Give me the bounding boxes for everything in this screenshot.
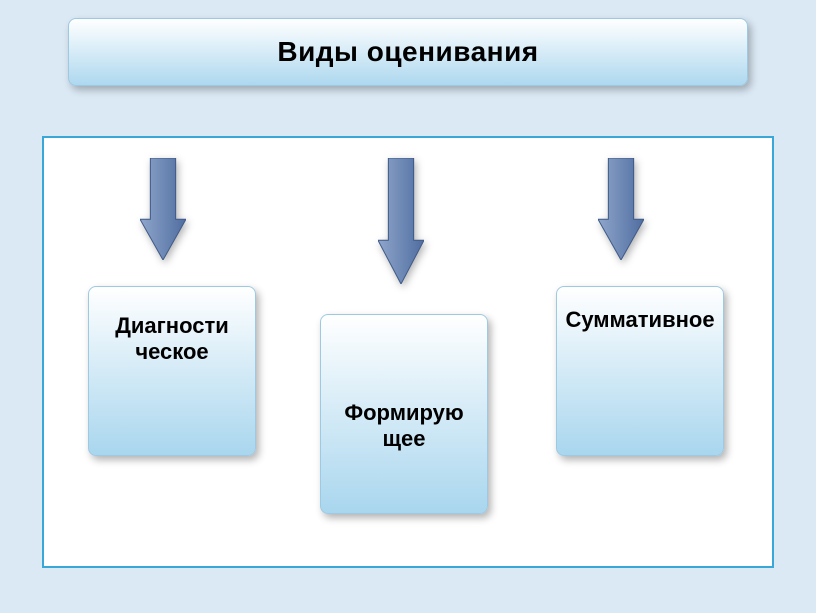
card-formative: Формирую щее	[320, 314, 488, 514]
title-text: Виды оценивания	[277, 36, 538, 68]
card-label: Суммативное	[565, 307, 714, 333]
arrow-down-icon	[140, 158, 186, 260]
card-label: Диагности ческое	[97, 313, 247, 365]
title-box: Виды оценивания	[68, 18, 748, 86]
card-diagnostic: Диагности ческое	[88, 286, 256, 456]
arrow-down-icon	[378, 158, 424, 284]
arrow-down-icon	[598, 158, 644, 260]
card-summative: Суммативное	[556, 286, 724, 456]
card-label: Формирую щее	[329, 400, 479, 452]
